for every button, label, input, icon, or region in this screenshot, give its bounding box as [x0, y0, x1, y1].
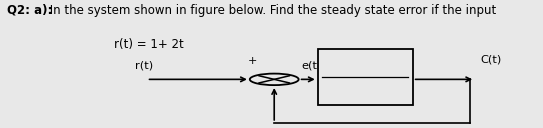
- Text: +: +: [248, 56, 257, 66]
- Text: e(t): e(t): [301, 60, 322, 70]
- Text: Q2: a):: Q2: a):: [7, 4, 52, 17]
- Text: s²(s + 2): s²(s + 2): [340, 86, 390, 96]
- Text: In the system shown in figure below. Find the steady state error if the input: In the system shown in figure below. Fin…: [46, 4, 496, 17]
- Bar: [318, 49, 413, 105]
- Text: C(t): C(t): [481, 54, 502, 64]
- Text: 10(s + 1): 10(s + 1): [339, 61, 392, 71]
- Text: r(t): r(t): [135, 60, 153, 70]
- Text: r(t) = 1+ 2t: r(t) = 1+ 2t: [114, 38, 184, 51]
